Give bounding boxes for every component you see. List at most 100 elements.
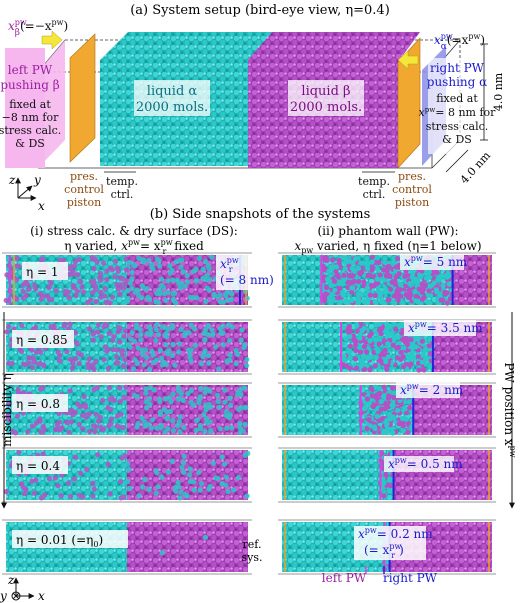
svg-text:piston: piston (67, 196, 101, 209)
pw-position-arrow: PW position xpw (502, 312, 517, 509)
svg-text:& DS: & DS (442, 133, 472, 146)
pw-labels: xpw= 5 nm xpw= 3.5 nm xpw= 2 nm xpw= 0.5… (354, 254, 483, 560)
svg-text:stress calc.: stress calc. (426, 120, 489, 133)
axis-a-z: z (8, 173, 16, 187)
phantom-wall-panels (278, 252, 496, 575)
left-pw-bottom-label: left PW (322, 571, 367, 585)
right-yellow-arrow (397, 50, 419, 70)
stress-panel-2 (2, 382, 252, 438)
col-i-subtitle: η varied, xpw= xpw r fixed (64, 238, 204, 256)
part-a-title: (a) System setup (bird-eye view, η=0.4) (130, 3, 390, 18)
eta-label-08: η = 0.8 (16, 397, 60, 411)
eta-label-085: η = 0.85 (16, 333, 68, 347)
svg-text:stress calc.: stress calc. (0, 124, 61, 137)
axis-b-x: x (38, 589, 45, 603)
dimension-y: 4.0 nm (445, 149, 494, 187)
svg-text:liquid β: liquid β (301, 84, 350, 99)
svg-text:left PW: left PW (8, 63, 53, 77)
svg-text:(= 8 nm): (= 8 nm) (220, 273, 274, 287)
pres-control-right-label: pres. control piston (392, 170, 432, 209)
col-ii-subtitle: xpw varied, η fixed (η=1 below) (294, 239, 481, 255)
svg-text:ctrl.: ctrl. (111, 188, 134, 201)
svg-text:temp.: temp. (358, 175, 390, 188)
svg-text:liquid α: liquid α (147, 84, 198, 99)
temp-ctrl-left-label: temp. ctrl. (104, 171, 138, 201)
left-pw-face (5, 48, 45, 168)
axis-b-y: y (0, 589, 7, 603)
svg-text:pushing β: pushing β (0, 78, 59, 92)
liquid-alpha-label: liquid α 2000 mols. (136, 84, 208, 115)
svg-text:miscibility η: miscibility η (0, 373, 14, 447)
col-i-title: (i) stress calc. & dry surface (DS): (30, 224, 238, 238)
liquid-beta-label-bg (288, 80, 364, 116)
eta-label-001: η = 0.01 (=η0) (16, 533, 103, 549)
pw-label-02: xpw= 0.2 nm (358, 526, 433, 541)
pw-label-02-extra: (= xpw r) (364, 542, 404, 560)
axis-b-z: z (7, 573, 15, 587)
pw-label-2: xpw= 2 nm (400, 382, 464, 397)
svg-text:fixed at: fixed at (9, 98, 51, 111)
part-b-title: (b) Side snapshots of the systems (150, 207, 371, 222)
left-pw-label: left PW pushing β (0, 63, 59, 92)
svg-text:& DS: & DS (15, 137, 45, 150)
svg-text:pres.: pres. (398, 170, 426, 183)
svg-text:control: control (64, 183, 104, 196)
pw-label-35: xpw= 3.5 nm (408, 320, 483, 335)
svg-text:control: control (392, 183, 432, 196)
eta-label-04: η = 0.4 (16, 459, 60, 473)
col-ii-title: (ii) phantom wall (PW): (317, 224, 458, 238)
pres-control-left-label: pres. control piston (64, 170, 104, 209)
left-piston (69, 33, 96, 163)
xr-label: xpw r (= 8 nm) (216, 254, 274, 290)
right-piston (397, 37, 421, 169)
right-pw-label-bg (428, 58, 482, 154)
svg-text:−8 nm for: −8 nm for (2, 111, 59, 124)
dimension-z: 4.0 nm (480, 43, 505, 141)
svg-text:right PW: right PW (430, 61, 485, 75)
eta-label-1: η = 1 (26, 265, 59, 279)
right-pw-bottom-label: right PW (383, 571, 438, 585)
svg-text:4.0 nm: 4.0 nm (492, 72, 505, 111)
temp-ctrl-right-label: temp. ctrl. (358, 171, 395, 201)
svg-text:4.0 nm: 4.0 nm (458, 149, 494, 187)
svg-text:2000 mols.: 2000 mols. (290, 100, 362, 115)
svg-text:fixed at: fixed at (436, 92, 478, 105)
x-alpha-label: xpw α(=xpw) (434, 32, 485, 52)
svg-text:pres.: pres. (70, 170, 98, 183)
stress-calc-panels (2, 252, 252, 575)
svg-text:PW position xpw: PW position xpw (502, 362, 517, 457)
stress-panel-beta-half (127, 322, 248, 372)
liquid-alpha-label-bg (134, 80, 210, 116)
axis-a-y: y (33, 173, 41, 187)
pw-panel-alpha (282, 450, 394, 500)
pw-label-5: xpw= 5 nm (404, 254, 468, 269)
ref-sys-label: ref. sys. (241, 538, 262, 564)
svg-text:ctrl.: ctrl. (363, 188, 386, 201)
x-beta-label: xpw β(=−xpw) (8, 18, 68, 38)
stress-panel-mixing (3, 449, 251, 501)
eta-labels: η = 1 η = 0.85 η = 0.8 η = 0.4 η = 0.01 … (12, 262, 128, 549)
miscibility-arrow: miscibility η (0, 312, 14, 509)
stress-panel-beta-half (127, 522, 248, 572)
svg-text:sys.: sys. (241, 551, 262, 564)
pw-label-05: xpw= 0.5 nm (388, 456, 463, 471)
axes-a (15, 177, 37, 201)
svg-text:temp.: temp. (106, 175, 138, 188)
left-pw-fixed-label: fixed at −8 nm for stress calc. & DS (0, 98, 61, 150)
svg-text:piston: piston (395, 196, 429, 209)
right-pw-label: right PW pushing α (427, 61, 487, 89)
svg-text:pushing α: pushing α (427, 75, 487, 89)
svg-text:xpw= 8 nm for: xpw= 8 nm for (419, 106, 497, 119)
liquid-beta-label: liquid β 2000 mols. (290, 84, 362, 115)
svg-text:2000 mols.: 2000 mols. (136, 100, 208, 115)
svg-text:ref.: ref. (243, 538, 262, 551)
axis-a-x: x (38, 199, 45, 213)
axes-b (11, 577, 35, 601)
left-yellow-arrow (41, 30, 63, 50)
right-pw-fixed-label: fixed at xpw= 8 nm for stress calc. & DS (419, 92, 497, 146)
pw-panel-2 (278, 382, 496, 438)
